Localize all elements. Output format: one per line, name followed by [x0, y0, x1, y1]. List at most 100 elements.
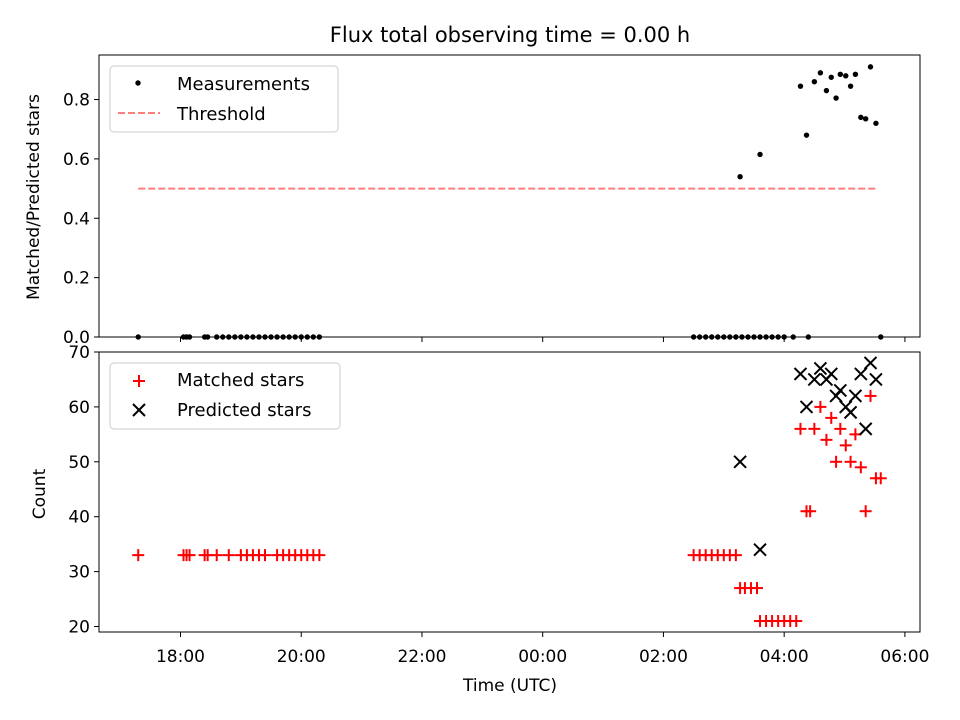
top-y-tick-label: 0.6	[63, 150, 90, 170]
predicted-star-b	[733, 455, 747, 469]
predicted-star-b	[833, 383, 848, 398]
predicted-star-b	[813, 361, 828, 376]
predicted-star-marker	[793, 367, 808, 381]
bottom-x-ticks: 18:00 20:00 22:00 00:00 02:00 04:00 06:00	[156, 632, 929, 667]
top-y-axis-label: Matched/Predicted stars	[24, 94, 44, 300]
bottom-x-tick-label: 20:00	[277, 647, 326, 667]
predicted-star-marker	[848, 389, 863, 403]
bottom-y-tick-label: 60	[68, 398, 90, 418]
top-y-tick-label: 0.4	[63, 209, 90, 229]
top-y-tick-label: 0.0	[63, 328, 90, 348]
top-y-tick-label: 0.8	[63, 91, 90, 111]
bottom-y-axis-label: Count	[30, 468, 50, 519]
predicted-star-marker	[854, 367, 868, 381]
matched-star-marker	[844, 455, 857, 468]
matched-star-marker	[210, 549, 223, 562]
top-y-ticks: 0.0 0.2 0.4 0.6 0.8	[63, 91, 99, 348]
matched-star-marker	[790, 615, 803, 628]
predicted-star-b	[843, 405, 858, 420]
chart-title: Flux total observing time = 0.00 h	[330, 23, 690, 47]
measurement-point	[862, 116, 869, 122]
matched-star-marker	[864, 389, 877, 402]
matched-star-marker	[814, 400, 827, 413]
predicted-star-marker	[869, 372, 883, 387]
legend-matched-marker	[133, 375, 145, 387]
matched-star-marker	[834, 422, 847, 435]
predicted-star-marker	[833, 383, 848, 398]
legend-predicted-label: Predicted stars	[177, 400, 311, 421]
measurement-point	[843, 73, 849, 79]
measurement-point	[873, 120, 879, 126]
predicted-star-marker	[858, 422, 873, 436]
top-x-ticks	[179, 337, 906, 342]
bottom-x-tick-label: 06:00	[880, 647, 929, 667]
measurement-point	[833, 95, 839, 101]
measurement-point	[737, 174, 743, 180]
top-legend: Measurements Threshold	[109, 65, 339, 133]
bottom-x-tick-label: 02:00	[639, 647, 688, 667]
matched-star-marker	[874, 472, 887, 485]
matched-star-marker	[794, 422, 807, 435]
measurement-point	[797, 83, 804, 89]
matched-star-marker	[729, 549, 742, 562]
predicted-star-marker	[733, 455, 747, 469]
bottom-plot-marks	[132, 356, 887, 628]
measurement-point	[828, 74, 834, 80]
bottom-x-tick-label: 22:00	[397, 647, 446, 667]
matched-star-marker	[820, 433, 833, 446]
measurement-point	[757, 151, 763, 158]
bottom-y-tick-label: 70	[68, 343, 90, 363]
matched-star-marker	[859, 505, 872, 518]
bottom-x-tick-label: 18:00	[156, 647, 205, 667]
bottom-y-tick-label: 50	[68, 453, 90, 473]
measurement-point	[823, 87, 830, 94]
measurement-point	[858, 114, 864, 121]
matched-star-marker	[751, 582, 764, 595]
predicted-star-marker	[863, 356, 878, 370]
matched-star-marker	[854, 461, 867, 474]
measurement-point	[837, 71, 844, 77]
measurement-point	[811, 79, 818, 85]
x-axis-label: Time (UTC)	[462, 676, 557, 696]
predicted-star-marker	[843, 405, 858, 420]
predicted-star-marker	[813, 361, 828, 376]
matched-star-marker	[313, 549, 326, 562]
predicted-star-b	[848, 389, 863, 403]
predicted-star-b	[863, 356, 878, 370]
matched-star-marker	[183, 549, 196, 562]
measurement-point	[817, 70, 824, 76]
predicted-star-marker	[824, 367, 838, 381]
matched-star-marker	[830, 455, 843, 468]
bottom-x-tick-label: 04:00	[760, 647, 809, 667]
matched-star-marker	[132, 549, 145, 562]
bottom-y-tick-label: 40	[68, 508, 90, 528]
predicted-star-b	[799, 400, 814, 414]
matched-star-marker	[222, 549, 235, 562]
bottom-axes-frame	[98, 351, 921, 633]
bottom-y-tick-label: 30	[68, 563, 90, 583]
legend-threshold-label: Threshold	[176, 104, 266, 125]
measurement-point	[803, 132, 810, 138]
matched-star-marker	[839, 439, 852, 452]
bottom-legend: Matched stars Predicted stars	[109, 362, 341, 430]
predicted-star-b	[753, 542, 767, 557]
matched-star-marker	[804, 505, 817, 518]
measurement-point	[852, 71, 859, 77]
matched-star-marker	[259, 549, 272, 562]
top-axes-frame	[98, 54, 921, 338]
legend-predicted-marker	[132, 403, 146, 417]
bottom-x-tick-label: 00:00	[518, 647, 567, 667]
legend-measurements-marker	[135, 80, 141, 86]
measurement-point	[867, 64, 874, 70]
matched-star-marker	[808, 422, 821, 435]
matched-star-marker	[825, 411, 838, 424]
predicted-star-b	[869, 372, 883, 387]
top-y-tick-label: 0.2	[63, 269, 90, 289]
predicted-star-b	[793, 367, 808, 381]
predicted-star-b	[807, 372, 822, 387]
predicted-star-marker	[753, 542, 767, 557]
top-panel: Flux total observing time = 0.00 h 0.00.…	[24, 23, 921, 348]
bottom-y-tick-label: 20	[68, 618, 90, 638]
bottom-panel: 20 30 40 50 60 70 18:00 20:00 22:00 00:00 02:00 04…	[30, 343, 929, 696]
